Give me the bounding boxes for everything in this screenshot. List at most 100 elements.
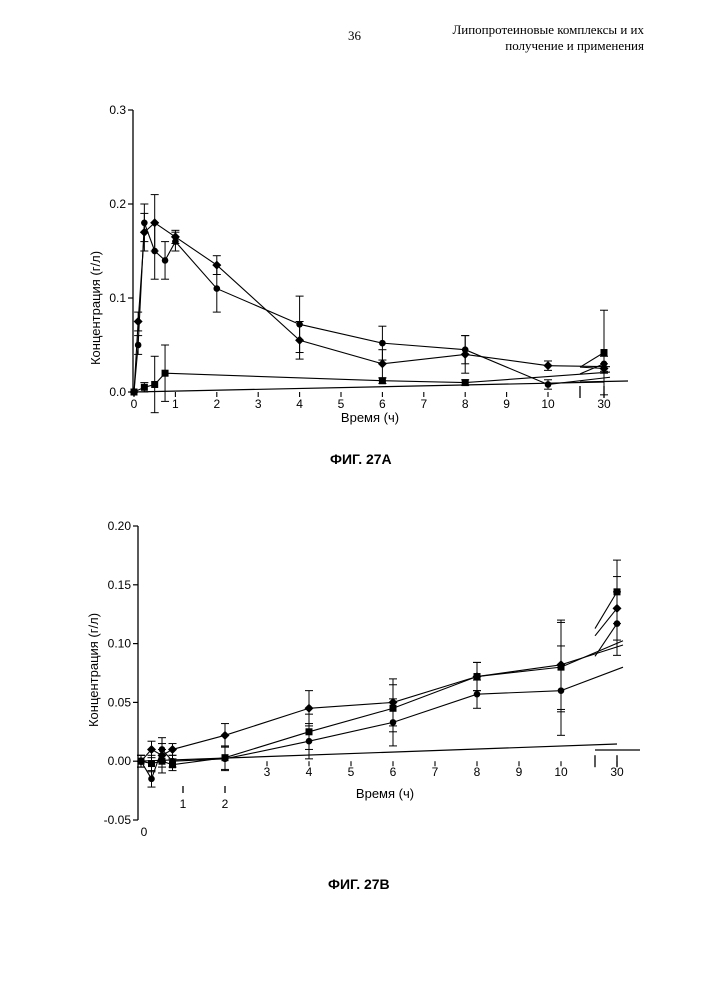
chart-fig-27a: 0.0 0.1 0.2 0.3 0 1 2 3 4 5 6 7 8 9 10 30 Время (ч) Кон… — [88, 103, 629, 425]
x-tick-label: 7 — [420, 397, 427, 411]
data-point — [141, 219, 148, 227]
data-point — [168, 744, 177, 754]
series-line-after-break — [594, 623, 618, 657]
data-point — [169, 757, 176, 765]
chart-b-series — [136, 559, 624, 788]
data-point — [133, 317, 143, 326]
data-point — [137, 757, 145, 765]
data-point — [461, 346, 469, 354]
chart-b-xlabel: Время (ч) — [356, 786, 414, 801]
data-point — [304, 703, 314, 713]
running-title-line1: Липопротеиновые комплексы и их — [452, 22, 644, 37]
x-tick-label: 2 — [222, 797, 229, 811]
y-tick-label: -0.05 — [104, 813, 132, 827]
y-tick-label: 0.3 — [109, 103, 126, 117]
x-tick-label: 6 — [379, 397, 386, 411]
page-number: 36 — [348, 28, 361, 43]
y-tick-label: 0.0 — [109, 385, 126, 399]
x-tick-label: 3 — [255, 397, 262, 411]
data-point — [148, 760, 155, 768]
chart-a-ylabel: Концентрация (г/л) — [88, 251, 103, 365]
series-line — [140, 664, 562, 762]
series-line-after-break — [594, 607, 618, 637]
data-point — [158, 746, 166, 753]
chart-a-axes: 0.0 0.1 0.2 0.3 0 1 2 3 4 5 6 7 8 9 10 30 — [109, 103, 629, 411]
chart-b-ylabel: Концентрация (г/л) — [86, 613, 101, 727]
x-tick-label: 5 — [348, 765, 355, 779]
y-tick-label: 0.10 — [108, 637, 132, 651]
x-tick-label: 4 — [306, 765, 313, 779]
x-axis-line — [137, 743, 618, 762]
series-line — [133, 372, 466, 393]
x-tick-label: 7 — [432, 765, 439, 779]
data-point — [600, 349, 608, 357]
data-point — [151, 247, 158, 255]
series-line — [133, 222, 549, 393]
y-tick-label: 0.1 — [109, 291, 126, 305]
data-point — [461, 379, 469, 387]
x-tick-label: 5 — [338, 397, 345, 411]
series-line — [133, 222, 549, 393]
figure-caption-27b: ФИГ. 27В — [328, 876, 390, 892]
series-diamond — [129, 194, 611, 397]
data-point — [378, 377, 386, 385]
y-tick-label: 0.05 — [108, 695, 132, 709]
x-tick-label: 9 — [516, 765, 523, 779]
series-line-after-break — [594, 591, 618, 629]
data-point — [161, 369, 169, 377]
data-point — [221, 755, 229, 763]
series-square — [130, 309, 611, 414]
series-diamond — [136, 576, 624, 768]
x-tick-label: 2 — [213, 397, 220, 411]
data-point — [557, 687, 565, 694]
y-tick-label: 0.15 — [108, 578, 132, 592]
data-point — [613, 620, 621, 627]
data-point — [473, 673, 481, 681]
x-tick-label: 10 — [541, 397, 555, 411]
x-tick-label: 1 — [180, 797, 187, 811]
x-tick-label: 1 — [172, 397, 179, 411]
data-point — [130, 388, 138, 396]
figure-caption-27a: ФИГ. 27А — [330, 451, 392, 467]
chart-a-series — [129, 194, 611, 414]
data-point — [172, 238, 179, 245]
x-axis-line — [132, 381, 605, 393]
chart-a-xlabel: Время (ч) — [341, 410, 399, 425]
x-tick-label: 8 — [474, 765, 481, 779]
data-point — [296, 321, 303, 328]
x-tick-label: 30 — [597, 397, 611, 411]
y-tick-label: 0.20 — [108, 519, 132, 533]
series-line-to-break — [560, 640, 624, 668]
data-point — [473, 690, 481, 698]
series-line-after-break — [579, 352, 605, 368]
x-tick-label: 6 — [390, 765, 397, 779]
series-line-to-break — [547, 365, 611, 368]
running-title: Липопротеиновые комплексы и их получение… — [404, 22, 644, 54]
series-circle — [130, 203, 611, 396]
x-tick-label: 0 — [131, 397, 138, 411]
series-line-to-break — [560, 666, 624, 692]
data-point — [147, 744, 156, 754]
x-tick-label: 8 — [462, 397, 469, 411]
data-point — [377, 359, 387, 369]
data-point — [134, 341, 142, 349]
data-point — [148, 775, 155, 783]
y-tick-label: 0.2 — [109, 197, 126, 211]
x-tick-label: 9 — [503, 397, 510, 411]
data-point — [389, 719, 397, 726]
x-tick-label: 3 — [264, 765, 271, 779]
data-point — [544, 381, 552, 388]
data-point — [213, 285, 221, 292]
data-point — [140, 383, 148, 391]
series-line-to-break — [547, 376, 611, 386]
running-title-line2: получение и применения — [505, 38, 644, 53]
data-point — [305, 737, 313, 745]
chart-fig-27b: -0.050.000.050.100.150.203 4 5 6 7 8 9 10 301 20 … — [86, 519, 640, 839]
series-line — [140, 666, 562, 766]
series-line-after-break — [579, 363, 605, 375]
x-tick-label: 10 — [554, 765, 568, 779]
series-line-to-break — [465, 371, 611, 384]
data-point — [151, 380, 159, 388]
series-circle — [137, 591, 624, 788]
data-point — [543, 361, 553, 371]
